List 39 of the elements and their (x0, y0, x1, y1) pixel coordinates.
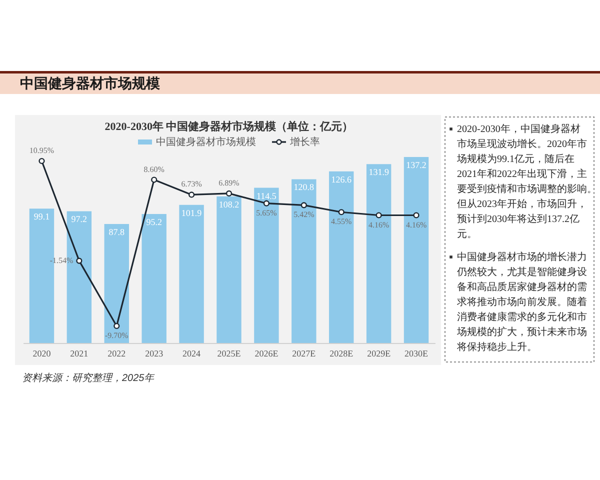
data-label: 131.9 (368, 167, 390, 178)
text: 中国健身器材市场的增长潜力仍然较大，尤其是智能健身设备和高品质居家健身器材的需求将推动市场向前发展。随着消费者健康需求的多元化和市场规模的扩大，预计未来市场将保持稳步上升。 (456, 251, 587, 353)
x-tick-label: 2026E (254, 348, 279, 358)
x-tick-label: 2021 (70, 348, 88, 358)
text: 2020-2030年，中国健身器材市场呈现波动增长。2020年市场规模为99.1亿元，随后在2021年和2022年出现下滑，主要受到疫情和市场调整的影响。但从2023年开始，市场回升，预计到2030年将达到137.2亿元。 (456, 123, 597, 240)
data-label: 5.42% (294, 210, 315, 220)
data-label: 4.16% (406, 220, 427, 230)
x-tick-label: 2022 (108, 348, 126, 358)
data-label: 114.5 (256, 190, 277, 201)
x-tick-label: 2020 (32, 348, 52, 358)
data-label: 10.95% (29, 146, 54, 155)
data-label: 4.55% (331, 217, 352, 226)
x-tick-label: 2029E (367, 348, 392, 358)
x-tick-label: 2028E (330, 348, 354, 358)
x-tick-label: 2030E (404, 348, 429, 358)
x-tick-label: 2027E (292, 348, 316, 358)
text: 资料来源：研究整理，2025年 (22, 372, 156, 384)
x-tick-label: 2024 (182, 348, 202, 358)
chart-title: 中国健身器材市场规模 (20, 75, 161, 91)
data-label: 87.8 (108, 226, 126, 237)
legend-label: 增长率 (289, 136, 320, 148)
data-label: 6.89% (218, 178, 240, 188)
chart-subtitle: 2020-2030年 中国健身器材市场规模（单位：亿元） (104, 120, 354, 133)
data-label: 8.60% (144, 164, 165, 174)
x-tick-label: 2025E (217, 348, 242, 358)
data-label: 97.2 (71, 214, 88, 224)
legend-label: 中国健身器材市场规模 (156, 136, 256, 148)
data-label: 120.8 (294, 182, 315, 192)
data-label: 101.9 (181, 208, 202, 218)
data-label: 95.2 (146, 216, 162, 227)
data-label: 5.65% (256, 208, 278, 218)
data-label: 108.2 (218, 199, 240, 210)
data-label: 6.73% (181, 180, 202, 189)
data-label: 137.2 (406, 160, 426, 170)
data-label: 4.16% (368, 220, 390, 230)
data-label: 126.6 (331, 174, 352, 184)
x-tick-label: 2023 (145, 348, 164, 358)
data-label: 99.1 (34, 212, 50, 222)
data-label: -9.70% (104, 331, 129, 340)
